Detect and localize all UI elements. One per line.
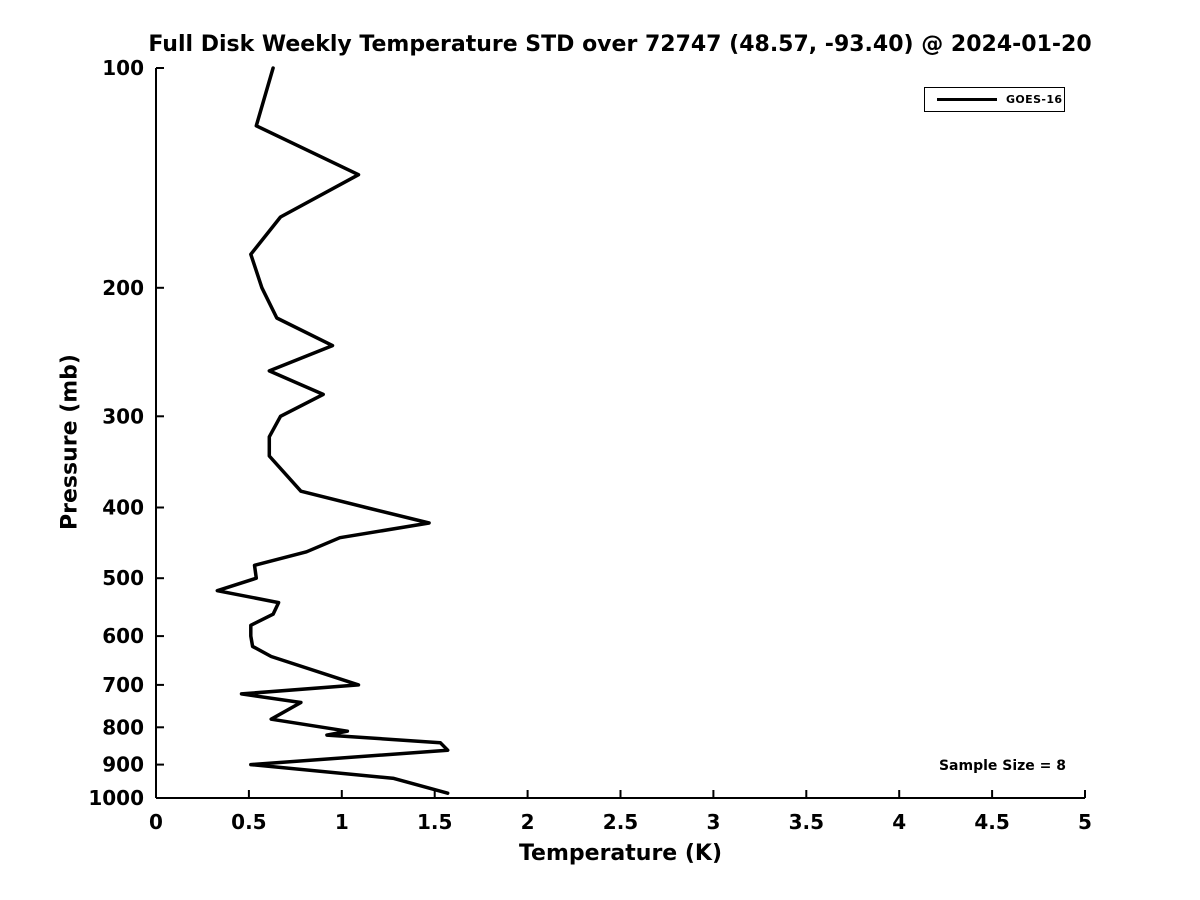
y-tick-label: 500: [102, 566, 144, 590]
y-tick-label: 700: [102, 673, 144, 697]
y-tick-label: 1000: [88, 786, 144, 810]
x-tick-label: 1: [335, 810, 349, 834]
x-tick-label: 4: [892, 810, 906, 834]
y-tick-label: 200: [102, 276, 144, 300]
legend: GOES-16: [924, 87, 1065, 112]
chart-title: Full Disk Weekly Temperature STD over 72…: [148, 32, 1092, 57]
legend-entry-label: GOES-16: [1006, 93, 1063, 106]
x-tick-label: 4.5: [974, 810, 1009, 834]
data-line-GOES-16: [215, 66, 450, 795]
y-tick-label: 100: [102, 56, 144, 80]
x-tick-label: 2: [521, 810, 535, 834]
x-axis-label: Temperature (K): [518, 841, 723, 866]
x-tick-label: 5: [1078, 810, 1092, 834]
y-tick-label: 900: [102, 753, 144, 777]
x-tick-label: 0: [149, 810, 163, 834]
y-tick-label: 800: [102, 715, 144, 739]
y-tick-label: 600: [102, 624, 144, 648]
x-tick-label: 3: [706, 810, 720, 834]
y-tick-label: 300: [102, 404, 144, 428]
x-tick-label: 3.5: [789, 810, 824, 834]
legend-line-sample-icon: [937, 98, 997, 101]
x-tick-label: 0.5: [231, 810, 266, 834]
y-tick-label: 400: [102, 496, 144, 520]
x-tick-label: 1.5: [417, 810, 452, 834]
y-axis-label: Pressure (mb): [57, 354, 83, 530]
sample-size-annotation: Sample Size = 8: [938, 758, 1067, 774]
x-tick-label: 2.5: [603, 810, 638, 834]
